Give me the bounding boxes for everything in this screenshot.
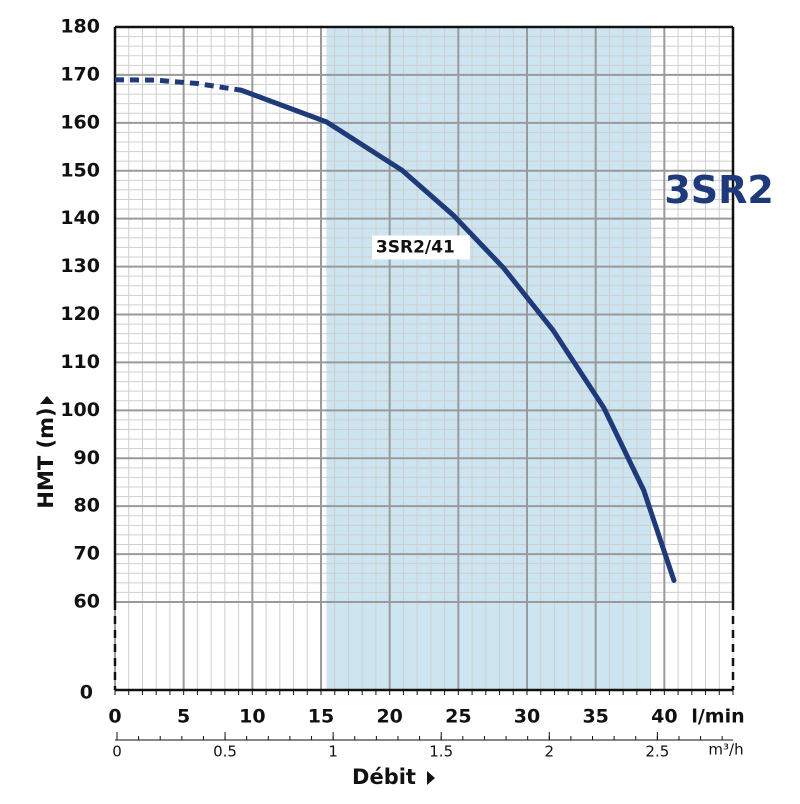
x2-tick-label: 0.5 (213, 743, 237, 761)
y-tick-label: 170 (60, 63, 100, 85)
y-arrow (40, 396, 54, 404)
x2-tick-label: 2.5 (645, 743, 669, 761)
x-tick-label: 20 (376, 706, 402, 728)
x-tick-label: 0 (108, 706, 121, 728)
y-tick-label: 100 (60, 399, 100, 421)
annotation-bg (371, 235, 470, 260)
curve (238, 87, 677, 583)
x-tick-label: 40 (651, 706, 677, 728)
y-tick-label: 70 (74, 543, 100, 565)
x2-tick-label: 1 (328, 743, 338, 761)
y-tick-label: 150 (60, 159, 100, 181)
y-tick-label: 120 (60, 303, 100, 325)
x2-tick-label: 0 (112, 743, 122, 761)
y-tick-label: 0 (80, 682, 93, 704)
y-tick-label: 180 (60, 16, 100, 38)
model-label: 3SR2 (664, 168, 774, 212)
y-tick-label: 60 (74, 591, 100, 613)
y-tick-label: 110 (60, 351, 100, 373)
y-axis-title: HMT (m) (34, 407, 58, 508)
x2-tick-label: 2 (545, 743, 555, 761)
x-unit: l/min (691, 706, 744, 728)
curve (114, 77, 242, 93)
x-tick-label: 5 (177, 706, 190, 728)
x-tick-label: 25 (445, 706, 471, 728)
y-tick-label: 160 (60, 111, 100, 133)
x-tick-label: 10 (239, 706, 265, 728)
x2-tick-label: 1.5 (429, 743, 453, 761)
x-tick-label: 35 (582, 706, 608, 728)
y-tick-label: 90 (74, 447, 100, 469)
operating-band (326, 27, 651, 690)
y-tick-label: 130 (60, 255, 100, 277)
x-tick-label: 30 (514, 706, 540, 728)
x-axis-title: Débit (352, 765, 416, 789)
x-tick-label: 15 (308, 706, 334, 728)
x2-unit: m³/h (708, 741, 743, 759)
y-tick-label: 80 (74, 495, 100, 517)
x-arrow (427, 771, 435, 785)
annotation: 3SR2/41 (376, 237, 455, 257)
y-tick-label: 140 (60, 207, 100, 229)
